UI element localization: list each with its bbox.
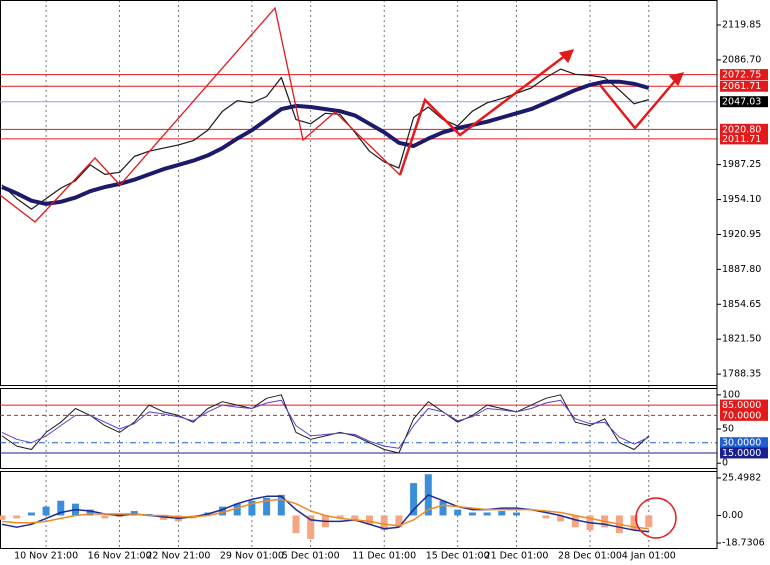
series-line [1,79,650,206]
histogram-bar [498,511,506,516]
highlight-circle [635,497,677,539]
y-tick-label: 0.00 [722,510,743,521]
arrow-head [668,72,685,87]
level-box [720,123,768,135]
level-label: 15.0000 [722,448,761,459]
histogram-bar [483,512,491,516]
histogram-bar [645,515,653,528]
histogram-bar [263,497,271,516]
level-box [720,133,768,145]
level-box [720,80,768,92]
x-tick-label: 11 Dec 01:00 [352,551,416,562]
histogram-bar [160,515,168,520]
histogram-bar [27,512,35,516]
level-label: 2011.71 [722,134,761,145]
histogram-bar [248,500,256,516]
y-tick-label: 1821.50 [722,334,761,345]
histogram-bar [219,506,226,516]
histogram-bar [277,494,285,516]
histogram-bar [145,513,153,516]
y-tick-label: 100 [722,389,740,400]
y-tick-label: 1887.80 [722,264,761,275]
histogram-bar [351,515,359,522]
y-tick-label: 1854.65 [722,299,761,310]
series-line [1,394,650,454]
series-line [1,498,649,530]
level-box [720,447,768,459]
histogram-bar [630,515,638,531]
y-tick-label: 1954.10 [722,194,761,205]
x-tick-label: 28 Dec 01:00 [558,551,622,562]
arrow-path [599,74,681,130]
y-tick-label: 2086.70 [722,54,761,65]
series-line [1,399,650,449]
y-tick-label: 2119.85 [722,20,761,31]
level-box [720,409,768,421]
y-tick-label: 50 [722,424,734,435]
drawings [0,6,685,539]
x-tick-label: 21 Dec 01:00 [485,551,549,562]
arrow-head [558,49,575,64]
level-box [720,69,768,81]
level-box [720,96,768,108]
histogram-bar [57,500,65,516]
histogram-bar [336,515,344,519]
level-box [720,437,768,449]
histogram-bar [233,503,241,516]
y-tick-label: 1920.95 [722,229,761,240]
x-tick-label: 22 Nov 21:00 [146,551,210,562]
histogram-bar [557,515,565,522]
histogram-bar [468,512,476,516]
histogram-bar [454,509,462,516]
level-label: 2072.75 [722,70,761,81]
level-label: 70.0000 [722,410,761,421]
y-tick-label: 0 [722,458,728,469]
histogram-bar [0,515,6,520]
histogram-bar [380,515,388,531]
level-label: 2047.03 [722,97,761,108]
histogram-bar [410,483,418,516]
x-tick-label: 16 Nov 21:00 [88,551,152,562]
y-tick-label: -18.7306 [722,538,765,549]
arrow-path [398,51,571,176]
level-box [720,399,768,411]
x-tick-label: 29 Nov 01:00 [220,551,284,562]
x-tick-label: 10 Nov 21:00 [14,551,78,562]
x-tick-label: 5 Dec 01:00 [282,551,340,562]
y-tick-label: 25.4982 [722,472,761,483]
histogram-bar [42,506,50,516]
x-tick-label: 4 Jan 01:00 [622,551,676,562]
level-label: 85.0000 [722,400,761,411]
histogram-bar [307,515,315,540]
zigzag [0,6,401,223]
histogram-bar [571,515,579,528]
histogram-bar [86,509,94,516]
level-label: 2061.71 [722,81,761,92]
level-label: 2020.80 [722,124,761,135]
y-tick-label: 1788.35 [722,369,761,380]
histogram-bar [439,500,447,516]
histogram-bar [513,512,520,516]
y-tick-label: 1987.25 [722,159,761,170]
histogram-bar [542,515,550,519]
histogram-bar [366,515,373,525]
histogram-bar [101,515,109,519]
histogram-bar [13,515,21,519]
histogram-bar [292,515,300,534]
x-tick-label: 15 Dec 01:00 [426,551,490,562]
histogram-bar [395,515,403,528]
level-label: 30.0000 [722,438,761,449]
